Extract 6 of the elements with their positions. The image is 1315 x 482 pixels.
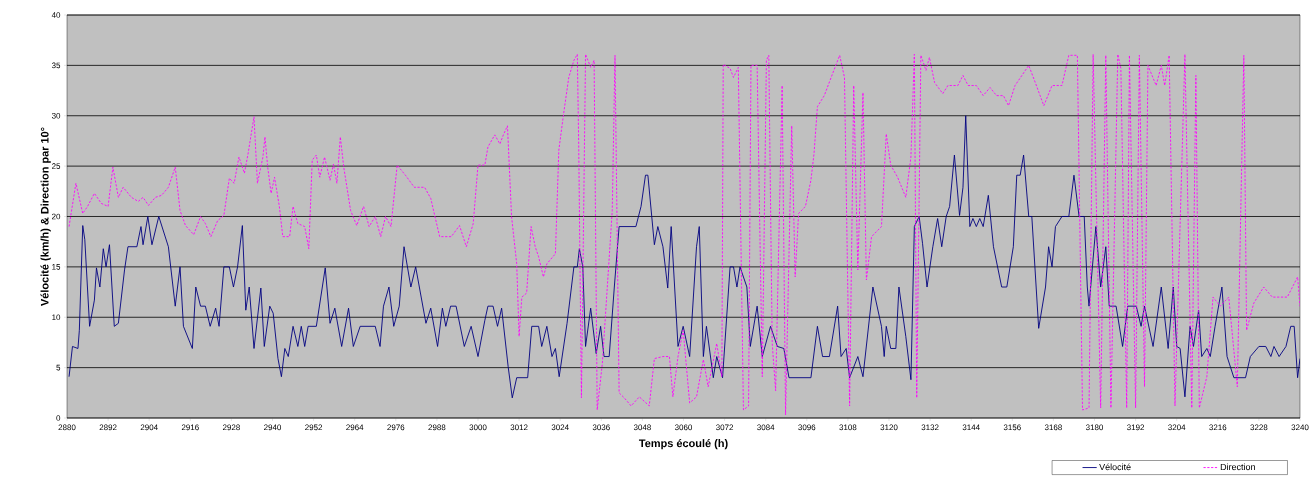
y-axis-title: Vélocité (km/h) & Direction par 10°	[40, 127, 51, 306]
line-series	[68, 53, 1300, 416]
legend-label: Vélocité	[1099, 463, 1131, 471]
line-series	[68, 115, 1300, 399]
x-axis-title: Temps écoulé (h)	[638, 439, 728, 450]
legend-label: Direction	[1220, 463, 1255, 471]
